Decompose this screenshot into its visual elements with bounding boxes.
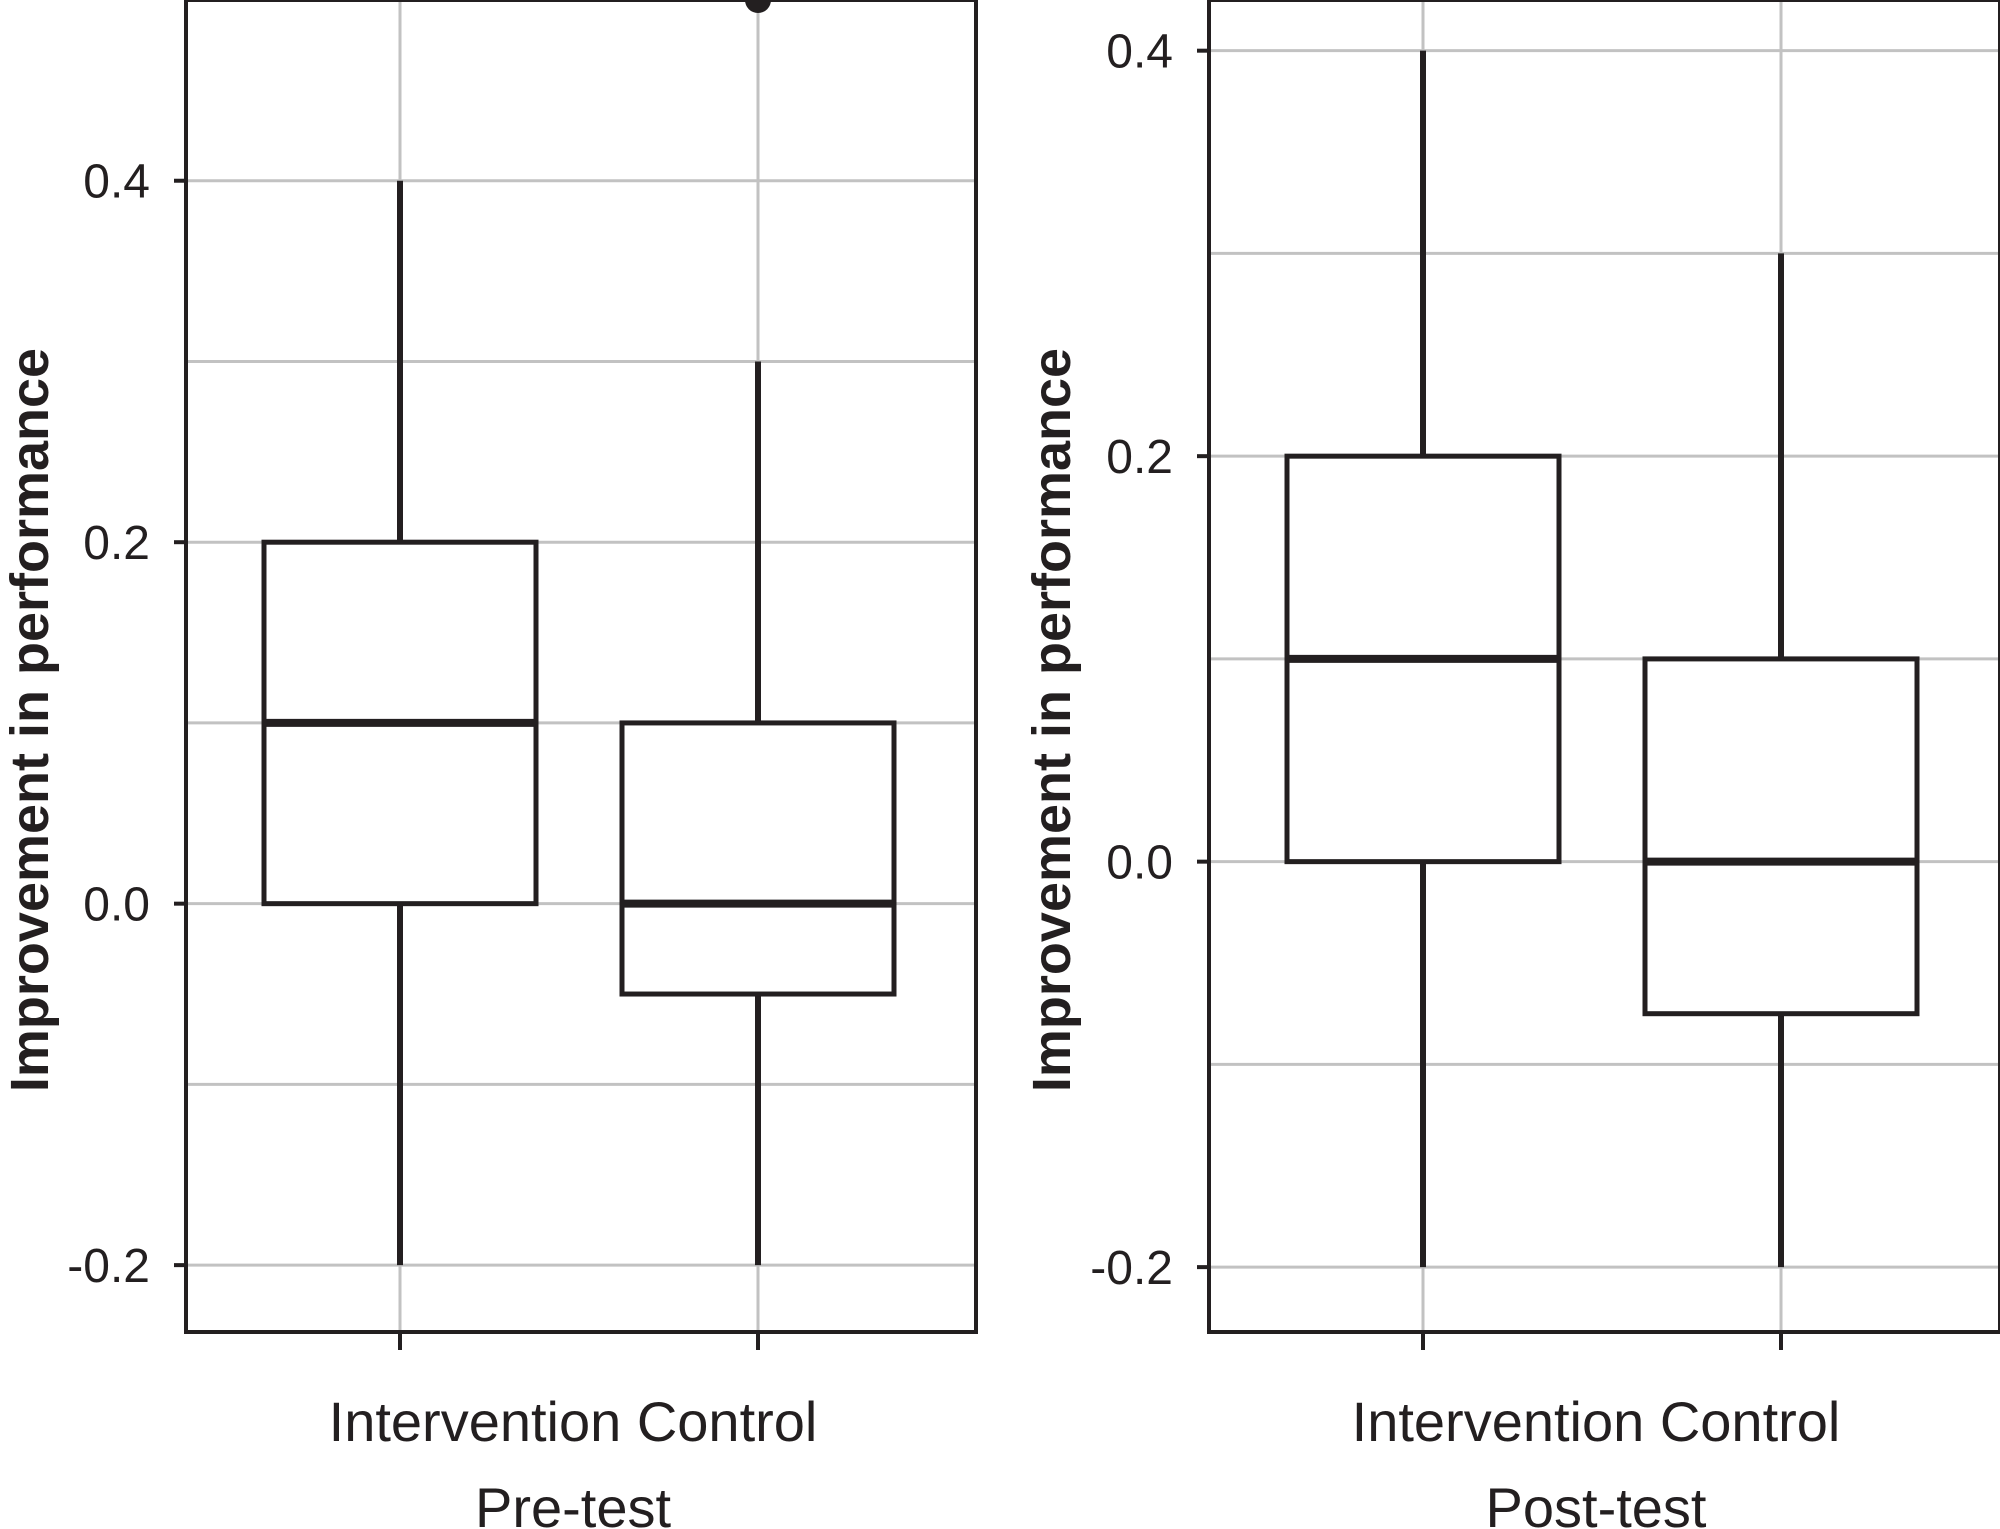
- post-test-category-labels: Intervention Control: [1352, 1390, 1841, 1453]
- post-test-caption: Post-test: [1486, 1476, 1707, 1529]
- pre-test-y-tick-label: 0.2: [83, 517, 150, 570]
- pre-test-y-tick-label: 0.4: [83, 156, 150, 209]
- post-test-y-tick-label: 0.4: [1106, 26, 1173, 79]
- post-test-x-ticks: [1421, 1332, 1783, 1350]
- post-test-intervention-box: [1284, 50, 1562, 1268]
- pre-test-intervention-box: [261, 180, 539, 1266]
- pre-test-y-ticks: -0.2 0.0 0.2 0.4: [67, 156, 186, 1293]
- pre-test-control-outlier-point: [745, 0, 771, 13]
- pre-test-y-tick-label: -0.2: [67, 1240, 150, 1293]
- post-test-y-axis-title: Improvement in performance: [1022, 348, 1082, 1092]
- pre-test-x-ticks: [398, 1332, 760, 1350]
- post-test-y-tick-label: 0.0: [1106, 837, 1173, 890]
- post-test-y-tick-label: 0.2: [1106, 431, 1173, 484]
- pre-test-y-axis-title: Improvement in performance: [0, 348, 60, 1092]
- pre-test-control-box: [619, 0, 897, 1266]
- post-test-panel: -0.2 0.0 0.2 0.4 Improvement in performance…: [1022, 0, 2000, 1529]
- post-test-plot-frame: [1207, 0, 2000, 1334]
- post-test-boxes: [1284, 50, 1920, 1268]
- pre-test-control-iqr-box: [619, 720, 897, 997]
- post-test-y-ticks: -0.2 0.0 0.2 0.4: [1090, 26, 1209, 1295]
- post-test-y-tick-label: -0.2: [1090, 1242, 1173, 1295]
- pre-test-caption: Pre-test: [475, 1476, 671, 1529]
- post-test-control-box: [1642, 253, 1920, 1268]
- pre-test-boxes: [261, 0, 897, 1266]
- pre-test-y-tick-label: 0.0: [83, 879, 150, 932]
- pre-test-category-labels: Intervention Control: [329, 1390, 818, 1453]
- post-test-control-iqr-box: [1642, 656, 1920, 1017]
- pre-test-panel: -0.2 0.0 0.2 0.4 Improvement in performance…: [0, 0, 978, 1529]
- pre-test-plot-frame: [184, 0, 978, 1334]
